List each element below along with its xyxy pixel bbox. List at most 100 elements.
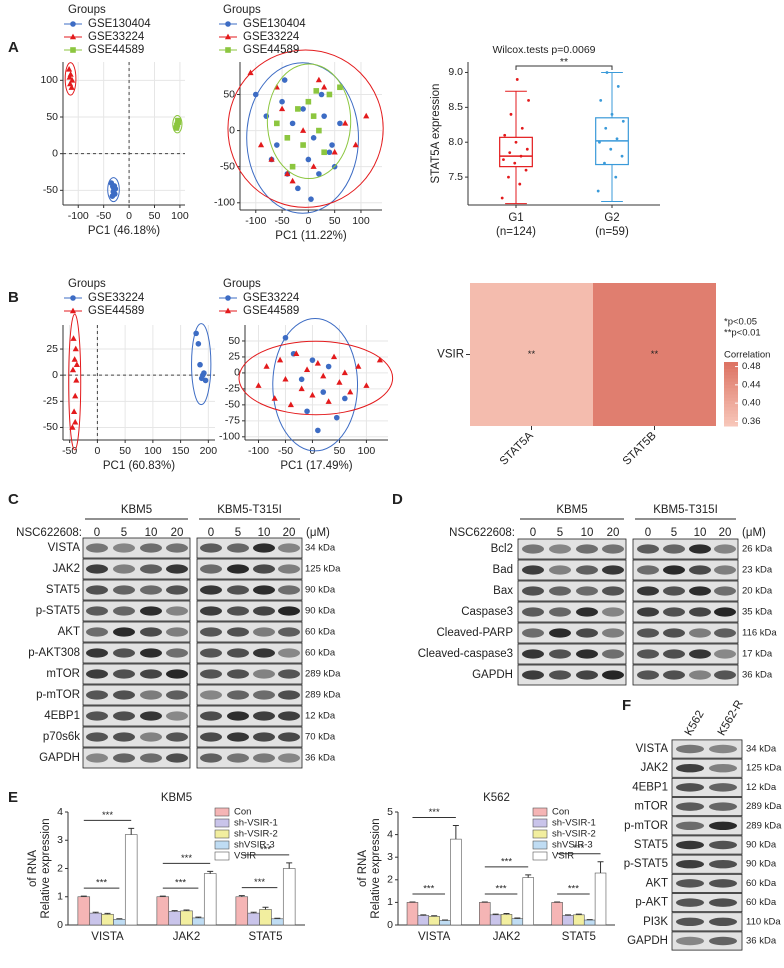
kda-label: 34 kDa: [746, 744, 777, 755]
point: [310, 113, 317, 119]
point: [605, 71, 609, 74]
band: [253, 543, 275, 553]
x-tick-label: (n=59): [595, 226, 629, 238]
band: [140, 627, 162, 637]
point: [355, 363, 362, 369]
band: [602, 544, 624, 554]
legend-label: sh-VSIR-2: [552, 829, 596, 840]
band: [676, 744, 704, 754]
bar: [511, 918, 524, 926]
colorbar-step: [724, 374, 738, 379]
point: [276, 356, 284, 363]
legend-swatch: [214, 807, 230, 817]
kda-label: 20 kDa: [742, 586, 773, 597]
band: [709, 840, 737, 850]
point: [289, 120, 296, 127]
kda-label: 12 kDa: [305, 711, 336, 722]
protein-label: AKT: [58, 626, 80, 638]
band: [278, 648, 300, 658]
y-tick-label: 50: [223, 88, 235, 100]
kda-label: 17 kDa: [742, 649, 773, 660]
band: [676, 840, 704, 850]
band: [200, 732, 222, 742]
point: [252, 91, 259, 98]
point: [175, 117, 181, 124]
band: [676, 917, 704, 927]
band: [549, 586, 571, 596]
colorbar-step: [724, 381, 738, 385]
kda-label: 60 kDa: [305, 648, 336, 659]
band: [602, 586, 624, 596]
point: [263, 363, 270, 369]
band: [200, 753, 222, 763]
colorbar-step: [724, 410, 738, 414]
y-tick-label: 0: [52, 369, 58, 381]
point: [195, 341, 202, 347]
x-axis-label: PC1 (11.22%): [275, 230, 347, 242]
blot-strip: [196, 684, 303, 706]
protein-label: Caspase3: [461, 606, 513, 618]
point: [503, 133, 507, 137]
band: [253, 648, 275, 658]
point: [336, 379, 343, 385]
point: [320, 389, 327, 395]
band: [113, 669, 135, 679]
colorbar-step: [724, 419, 738, 424]
cell-label: **: [528, 349, 536, 360]
point: [282, 334, 289, 341]
y-axis-label: STAT5A expression: [430, 84, 442, 184]
x-tick-label: STAT5: [248, 931, 282, 943]
band: [278, 669, 300, 679]
protein-label: p-mTOR: [36, 689, 80, 701]
band: [576, 544, 598, 554]
significance-label: **: [560, 56, 568, 68]
band: [602, 565, 624, 575]
confidence-ellipse: [172, 114, 183, 134]
bar: [89, 912, 102, 926]
point: [298, 376, 305, 383]
band: [689, 628, 711, 638]
x-tick-label: G1: [508, 212, 523, 224]
band: [253, 690, 275, 700]
treatment-label: NSC622608:: [449, 527, 515, 539]
blot-strip: [82, 621, 191, 643]
blot-strip: [671, 777, 743, 797]
box: [499, 136, 533, 168]
point: [325, 398, 332, 404]
point: [321, 113, 327, 119]
y-tick-label: -50: [43, 184, 58, 196]
legend-marker: [225, 295, 231, 301]
colorbar-step: [724, 422, 738, 427]
y-tick-label: 0: [52, 147, 58, 159]
protein-label: p-STAT5: [624, 858, 668, 870]
blot-strip: [671, 854, 743, 874]
band: [227, 732, 249, 742]
point: [321, 149, 327, 156]
confidence-ellipse: [68, 313, 82, 451]
legend-label: sh-VSIR-1: [552, 818, 596, 829]
kda-label: 35 kDa: [742, 607, 773, 618]
protein-label: 4EBP1: [632, 781, 668, 793]
error-bar: [514, 917, 521, 919]
y-tick-label: 7.5: [448, 171, 463, 183]
legend-swatch: [214, 818, 230, 828]
band: [278, 753, 300, 763]
legend-label: GSE44589: [88, 44, 144, 56]
dose-label: 10: [581, 527, 594, 539]
point: [72, 392, 79, 399]
protein-label: GAPDH: [472, 669, 513, 681]
colorbar-step: [724, 368, 738, 373]
point: [300, 106, 306, 112]
kda-label: 90 kDa: [305, 585, 336, 596]
point: [247, 69, 254, 76]
point: [271, 395, 278, 401]
band: [200, 648, 222, 658]
band: [166, 606, 188, 616]
band: [227, 648, 249, 658]
blot-strip: [517, 538, 627, 560]
legend-label: GSE44589: [88, 305, 144, 317]
band: [663, 670, 685, 680]
bar: [551, 902, 563, 926]
bar: [259, 909, 272, 926]
kda-label: 289 kDa: [305, 669, 341, 680]
